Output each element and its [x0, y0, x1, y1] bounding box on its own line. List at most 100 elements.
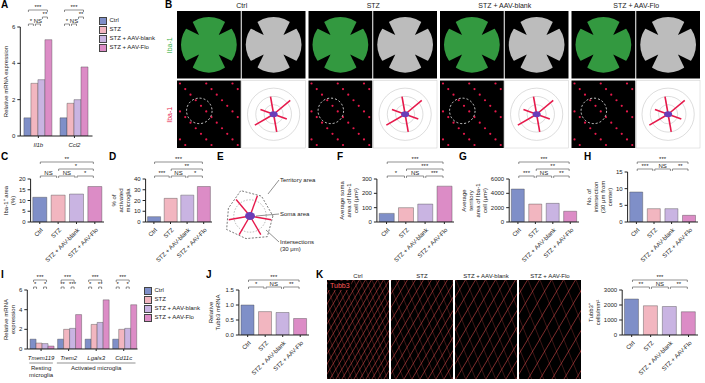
svg-text:***: *** — [656, 274, 664, 280]
svg-text:*: * — [75, 163, 78, 169]
svg-text:***: *** — [421, 163, 429, 169]
svg-text:***: *** — [412, 156, 420, 162]
svg-text:area of Iba-1: area of Iba-1 — [346, 183, 352, 218]
svg-text:Tubb3 mRNA: Tubb3 mRNA — [215, 294, 221, 330]
svg-text:0: 0 — [19, 346, 23, 352]
svg-text:STZ + AAV-Flo: STZ + AAV-Flo — [661, 339, 694, 372]
svg-text:Relative mRNA: Relative mRNA — [3, 299, 9, 340]
svg-text:STZ + AAV-blank: STZ + AAV-blank — [463, 273, 509, 279]
svg-text:0: 0 — [137, 219, 141, 225]
svg-text:STZ: STZ — [162, 227, 174, 239]
svg-text:**: ** — [184, 163, 189, 169]
svg-text:**: ** — [79, 11, 84, 17]
svg-text:**: ** — [550, 163, 555, 169]
svg-text:NS: NS — [70, 18, 78, 24]
svg-text:*: * — [30, 18, 33, 24]
svg-text:NS: NS — [656, 281, 664, 287]
svg-text:***: *** — [37, 274, 45, 280]
svg-text:2000: 2000 — [604, 302, 618, 308]
svg-text:STZ + AAV-Flo: STZ + AAV-Flo — [530, 273, 570, 279]
svg-text:(30 μm from: (30 μm from — [600, 181, 606, 213]
svg-text:cell (μm²): cell (μm²) — [482, 188, 488, 213]
svg-text:***: *** — [175, 156, 183, 162]
svg-text:***: *** — [659, 156, 667, 162]
svg-text:*: * — [44, 281, 47, 287]
svg-text:Trem2: Trem2 — [60, 355, 78, 361]
svg-text:Activated microglia: Activated microglia — [71, 365, 122, 371]
svg-text:200: 200 — [362, 190, 373, 196]
svg-text:*: * — [66, 18, 69, 24]
svg-text:STZ + AAV-Flo: STZ + AAV-Flo — [67, 226, 100, 259]
svg-text:10: 10 — [134, 208, 141, 214]
svg-text:microglia: microglia — [29, 372, 54, 378]
svg-text:**: ** — [677, 281, 682, 287]
svg-text:expression: expression — [10, 305, 16, 334]
svg-text:Territory area: Territory area — [280, 177, 316, 183]
svg-text:STZ: STZ — [50, 227, 62, 239]
svg-text:STZ + AAV-Flo: STZ + AAV-Flo — [416, 226, 449, 259]
svg-text:***: *** — [69, 281, 77, 287]
svg-text:STZ + AAV-Flo: STZ + AAV-Flo — [542, 226, 575, 259]
svg-text:NS: NS — [270, 281, 278, 287]
svg-text:STZ + AAV-blank: STZ + AAV-blank — [478, 2, 531, 9]
svg-text:*: * — [255, 281, 258, 287]
svg-text:**: ** — [43, 11, 48, 17]
svg-text:Soma area: Soma area — [280, 211, 310, 217]
svg-text:STZ + AAV-Flo: STZ + AAV-Flo — [176, 226, 209, 259]
svg-text:*: * — [89, 281, 92, 287]
svg-text:Resting: Resting — [31, 365, 51, 371]
svg-text:6: 6 — [12, 24, 16, 30]
svg-text:6000: 6000 — [491, 176, 505, 182]
svg-text:Ctrl: Ctrl — [241, 340, 252, 351]
svg-text:2: 2 — [12, 97, 16, 103]
svg-text:***: *** — [92, 274, 100, 280]
svg-text:Ctrl: Ctrl — [511, 227, 522, 238]
svg-text:STZ + AAV-blank: STZ + AAV-blank — [637, 339, 674, 376]
svg-text:***: *** — [64, 274, 72, 280]
svg-text:5: 5 — [22, 208, 26, 214]
svg-text:***: *** — [270, 274, 278, 280]
svg-text:center): center) — [607, 188, 613, 207]
svg-text:area of Iba-1: area of Iba-1 — [475, 183, 481, 218]
svg-text:30: 30 — [134, 187, 141, 193]
svg-text:**: ** — [289, 281, 294, 287]
svg-text:activated: activated — [118, 188, 124, 212]
svg-text:Tmem119: Tmem119 — [28, 355, 55, 361]
svg-text:0.5: 0.5 — [226, 317, 235, 323]
svg-text:STZ: STZ — [527, 227, 539, 239]
svg-text:***: *** — [642, 163, 650, 169]
svg-text:**: ** — [98, 281, 103, 287]
svg-text:2: 2 — [19, 326, 23, 332]
svg-text:Ctrl: Ctrl — [353, 273, 362, 279]
svg-text:Tubb3⁺: Tubb3⁺ — [588, 303, 594, 322]
svg-text:Il1b: Il1b — [34, 142, 44, 148]
svg-text:1000: 1000 — [604, 317, 618, 323]
svg-text:0: 0 — [369, 219, 373, 225]
svg-text:No. of: No. of — [586, 189, 592, 205]
svg-text:**: ** — [60, 281, 65, 287]
svg-text:3000: 3000 — [604, 287, 618, 293]
svg-text:***: *** — [158, 170, 166, 176]
svg-text:Ctrl: Ctrl — [630, 227, 641, 238]
svg-text:STZ: STZ — [643, 340, 655, 352]
svg-text:Tubb3: Tubb3 — [330, 282, 350, 289]
svg-text:Ctrl: Ctrl — [625, 340, 636, 351]
svg-text:NS: NS — [34, 18, 42, 24]
svg-text:Ctrl: Ctrl — [33, 227, 44, 238]
svg-text:*: * — [34, 281, 37, 287]
svg-text:1.0: 1.0 — [226, 302, 235, 308]
svg-text:***: *** — [431, 170, 439, 176]
svg-text:STZ: STZ — [367, 2, 381, 9]
svg-text:0: 0 — [614, 332, 618, 338]
svg-text:10: 10 — [616, 186, 623, 192]
svg-text:STZ: STZ — [416, 273, 428, 279]
svg-text:Relative mRNA expression: Relative mRNA expression — [3, 46, 9, 117]
svg-text:Average soma: Average soma — [339, 181, 345, 220]
svg-text:4: 4 — [19, 307, 23, 313]
svg-text:Ctrl: Ctrl — [147, 227, 158, 238]
svg-text:Ctrl: Ctrl — [380, 227, 391, 238]
svg-text:intersection: intersection — [593, 182, 599, 213]
svg-text:(30 μm): (30 μm) — [280, 246, 301, 252]
svg-text:300: 300 — [362, 176, 373, 182]
svg-text:STZ: STZ — [398, 227, 410, 239]
